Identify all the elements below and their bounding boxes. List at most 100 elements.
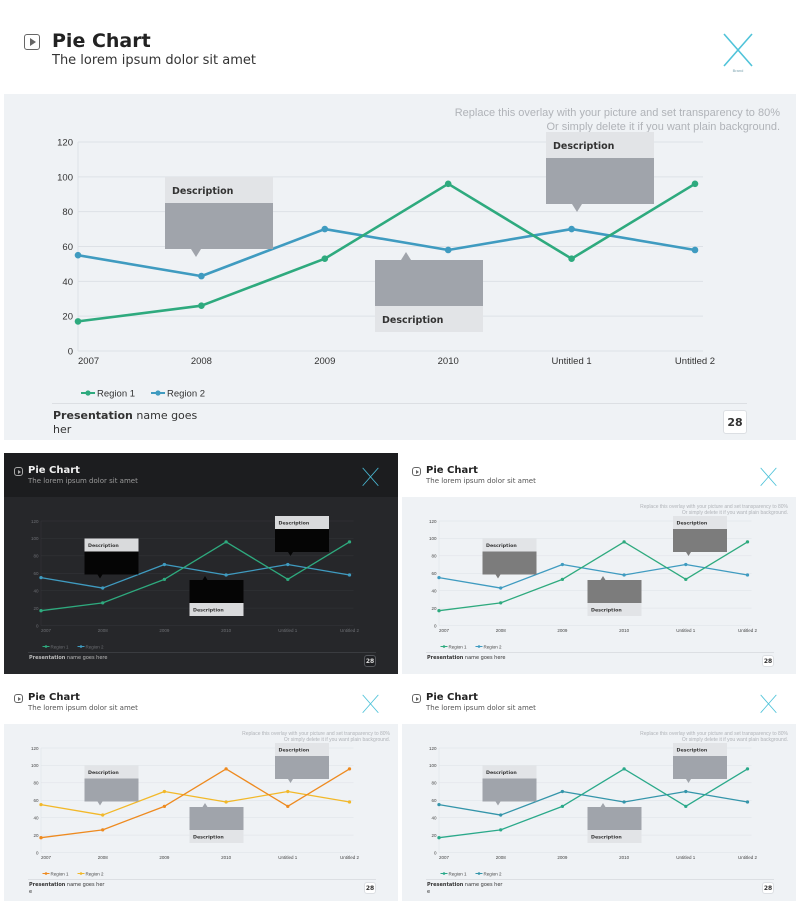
callout-label: Description (279, 748, 310, 754)
page-number-badge: 28 (762, 655, 774, 667)
data-point (286, 804, 290, 808)
x-tick-label: Untitled 1 (676, 628, 696, 633)
x-tick-label: 2007 (439, 855, 450, 860)
callout-pointer (495, 801, 501, 806)
page-title: Pie Chart (28, 692, 80, 703)
y-tick-label: 80 (33, 781, 39, 786)
page-subtitle: The lorem ipsum dolor sit amet (426, 704, 536, 712)
page-number: 28 (763, 657, 773, 665)
description-callout: Description (482, 538, 537, 579)
play-icon[interactable] (412, 467, 421, 476)
legend-label: Region 2 (167, 389, 205, 400)
callout-body (275, 529, 329, 552)
page-number-badge: 28 (364, 882, 376, 894)
data-point (347, 800, 352, 804)
line-chart: 0 20 40 60 80 100 120 2007 2008 2009 2010 Untitled … (31, 516, 360, 649)
legend-label: Region 1 (51, 871, 70, 876)
data-point (224, 573, 228, 577)
play-icon[interactable] (24, 34, 40, 50)
legend-label: Region 1 (449, 644, 468, 649)
presentation-name: Presentation name goes here (53, 409, 213, 440)
slide-header: Pie Chart The lorem ipsum dolor sit amet (4, 680, 398, 724)
description-callout: Description (587, 576, 642, 616)
series-line-1 (77, 182, 696, 323)
overlay-note-line1: Replace this overlay with your picture a… (242, 731, 390, 737)
data-point (162, 562, 167, 567)
callout-label: Description (677, 748, 708, 754)
y-tick-label: 60 (33, 798, 39, 803)
page-number-badge: 28 (762, 882, 774, 894)
callout-header (84, 765, 139, 779)
data-point (622, 800, 626, 804)
callout-label: Description (486, 770, 517, 776)
callout-header (275, 516, 329, 529)
overlay-note: Replace this overlay with your picture a… (640, 731, 788, 744)
data-point (101, 586, 105, 590)
description-callout: Description (84, 765, 139, 806)
footer-divider (52, 403, 747, 404)
x-tick-label: 2010 (619, 855, 630, 860)
overlay-note: Replace this overlay with your picture a… (242, 731, 390, 744)
callout-pointer (495, 574, 501, 579)
legend-label: Region 2 (484, 871, 503, 876)
description-callout: Description (673, 516, 727, 556)
play-icon[interactable] (14, 467, 23, 476)
y-tick-label: 80 (33, 554, 39, 559)
logo-stroke-b (760, 694, 777, 714)
series-line-1 (40, 768, 350, 839)
series-line-2 (40, 563, 350, 589)
legend-label: Region 1 (449, 871, 468, 876)
page-title: Pie Chart (28, 465, 80, 476)
x-tick-label: 2009 (557, 855, 568, 860)
callout-body (375, 260, 483, 306)
page-title: Pie Chart (52, 30, 151, 52)
callout-label: Description (279, 521, 310, 527)
legend-marker (79, 872, 83, 875)
data-point (444, 246, 452, 254)
callout-label: Description (193, 608, 224, 614)
x-tick-label: 2010 (221, 628, 232, 633)
callout-pointer (202, 803, 208, 807)
slide-body: Replace this overlay with your picture a… (4, 94, 796, 440)
data-point (286, 577, 290, 581)
data-point (745, 800, 750, 804)
play-triangle-icon (17, 469, 21, 474)
data-point (101, 601, 105, 605)
callout-header (482, 538, 537, 552)
callout-label: Description (88, 543, 119, 549)
callout-pointer (288, 552, 293, 556)
series-line-2 (438, 790, 748, 816)
slide-body: 0 20 40 60 80 100 120 2007 2008 2009 2010 Untitled … (4, 497, 398, 674)
y-tick-label: 0 (434, 623, 437, 628)
logo-caption: Brand (733, 68, 744, 73)
callout-body (275, 756, 329, 779)
data-point (568, 255, 575, 262)
play-icon[interactable] (14, 694, 23, 703)
x-tick-label: 2008 (98, 855, 109, 860)
play-icon[interactable] (412, 694, 421, 703)
description-callout: Description (189, 576, 244, 616)
legend-marker (477, 872, 481, 875)
page-number: 28 (763, 884, 773, 892)
description-callout: Description (587, 803, 642, 843)
y-tick-label: 120 (31, 519, 39, 524)
footer-divider (28, 652, 376, 653)
play-triangle-icon (415, 469, 419, 474)
x-tick-label: 2007 (41, 855, 52, 860)
x-tick-label: 2010 (619, 628, 630, 633)
data-point (560, 577, 565, 581)
description-callout: Description (84, 538, 139, 579)
brand-logo (760, 694, 777, 714)
callout-header (84, 538, 139, 552)
overlay-note-line2: Or simply delete it if you want plain ba… (681, 510, 788, 517)
series-line-1 (438, 541, 748, 612)
presentation-name: Presentation name goes here (427, 655, 507, 662)
y-tick-label: 80 (431, 781, 437, 786)
callout-label: Description (591, 608, 622, 614)
slide-teal: Pie Chart The lorem ipsum dolor sit amet R… (402, 680, 796, 901)
slide-gray: Pie Chart The lorem ipsum dolor sit amet R… (402, 453, 796, 674)
y-tick-label: 40 (62, 277, 73, 288)
line-chart: 0 20 40 60 80 100 120 2007 2008 2009 2010 Untitled … (31, 743, 360, 876)
slide-body: Replace this overlay with your picture a… (402, 497, 796, 674)
